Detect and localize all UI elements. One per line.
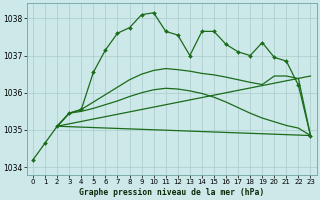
X-axis label: Graphe pression niveau de la mer (hPa): Graphe pression niveau de la mer (hPa)	[79, 188, 264, 197]
